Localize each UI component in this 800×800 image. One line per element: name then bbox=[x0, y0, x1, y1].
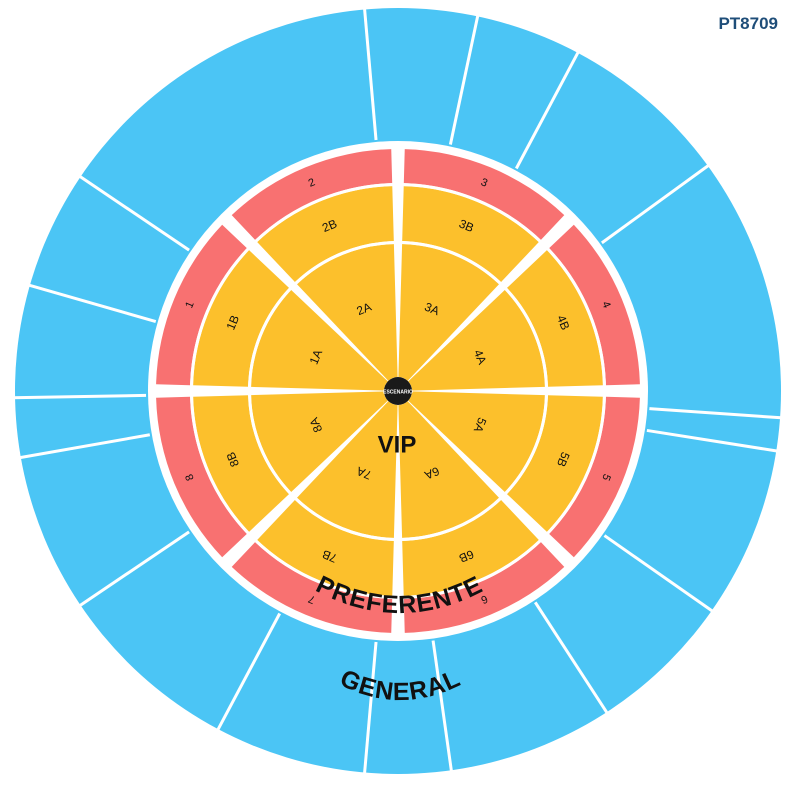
vip-section-6B[interactable] bbox=[402, 499, 539, 596]
event-code: PT8709 bbox=[718, 14, 778, 33]
vip-section-8A[interactable] bbox=[251, 391, 388, 493]
general-section-divider bbox=[448, 13, 480, 145]
vip-section-1A[interactable] bbox=[251, 289, 388, 391]
general-section-divider bbox=[431, 640, 454, 774]
preferente-section-6[interactable] bbox=[403, 542, 565, 633]
ring-separator bbox=[248, 241, 548, 541]
preferente-section-1[interactable] bbox=[156, 224, 247, 386]
vip-section-2A[interactable] bbox=[296, 244, 398, 381]
general-section-divider bbox=[12, 393, 147, 400]
general-section-divider bbox=[215, 612, 282, 733]
vip-section-1B[interactable] bbox=[193, 250, 290, 387]
vip-section-5A[interactable] bbox=[408, 391, 545, 493]
general-section-divider bbox=[533, 601, 610, 716]
vip-section-3B[interactable] bbox=[402, 186, 539, 283]
general-section-divider bbox=[649, 407, 784, 420]
vip-section-4A[interactable] bbox=[408, 289, 545, 391]
vip-section-3A[interactable] bbox=[398, 244, 500, 381]
vip-section-7B[interactable] bbox=[257, 499, 394, 596]
general-section-divider bbox=[646, 428, 780, 453]
general-section-divider bbox=[514, 49, 581, 170]
general-section-divider bbox=[77, 173, 190, 252]
general-section-divider bbox=[603, 534, 716, 614]
vip-section-8B[interactable] bbox=[193, 395, 290, 532]
general-section-divider bbox=[17, 433, 151, 460]
vip-section-7A[interactable] bbox=[296, 401, 398, 538]
preferente-section-7[interactable] bbox=[231, 542, 393, 633]
preferente-section-5[interactable] bbox=[549, 396, 640, 558]
preferente-section-3[interactable] bbox=[403, 149, 565, 240]
general-section-divider bbox=[600, 162, 712, 245]
preferente-section-2[interactable] bbox=[231, 149, 393, 240]
ring-separator bbox=[190, 183, 606, 599]
general-section-divider bbox=[77, 530, 190, 609]
general-section-divider bbox=[26, 283, 157, 323]
vip-section-4B[interactable] bbox=[506, 250, 603, 387]
vip-section-5B[interactable] bbox=[506, 395, 603, 532]
preferente-section-8[interactable] bbox=[156, 396, 247, 558]
general-section-divider bbox=[362, 6, 378, 141]
vip-section-6A[interactable] bbox=[398, 401, 500, 538]
preferente-section-4[interactable] bbox=[549, 224, 640, 386]
general-section-divider bbox=[362, 641, 378, 776]
vip-section-2B[interactable] bbox=[257, 186, 394, 283]
